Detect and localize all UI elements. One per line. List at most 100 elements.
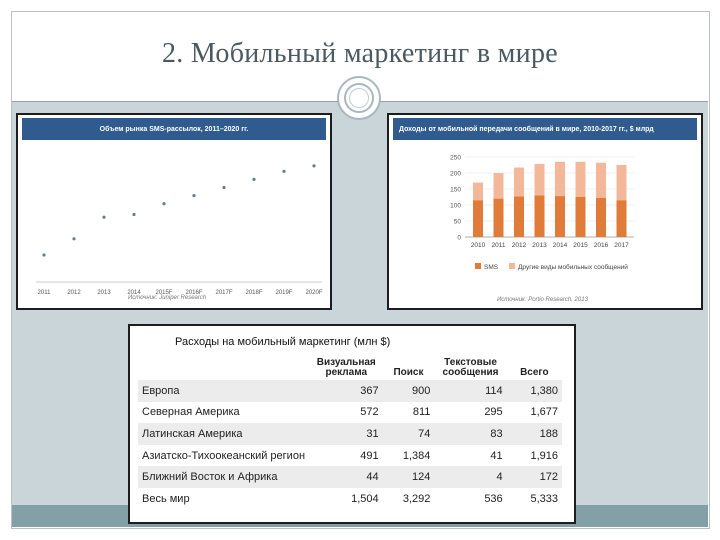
- x-tick-label: 2020F: [305, 290, 322, 296]
- region-cell: Азиатско-Тихоокеанский регион: [142, 449, 306, 462]
- other-messages-bar: [575, 161, 586, 197]
- data-point: [162, 202, 166, 206]
- revenue-chart-source: Источник: Portio Research, 2013: [497, 297, 588, 303]
- x-tick-label: 2010: [471, 242, 486, 249]
- x-tick-label: 2019F: [275, 290, 292, 296]
- value-cell: 295: [484, 406, 503, 419]
- data-point: [192, 194, 196, 198]
- value-cell: 41: [490, 449, 503, 462]
- value-cell: 1,677: [530, 406, 558, 419]
- region-cell: Северная Америка: [142, 406, 240, 419]
- sms-market-chart-panel: Объем рынка SMS-рассылок, 2011–2020 гг. …: [16, 113, 332, 310]
- ornament-inner-ring: [344, 83, 374, 113]
- y-tick-label: 50: [454, 219, 462, 226]
- messaging-revenue-chart-panel: Доходы от мобильной передачи сообщений в…: [387, 113, 703, 310]
- sms-bar: [514, 196, 524, 237]
- x-tick-label: 2011: [492, 242, 506, 249]
- y-tick-label: 100: [450, 203, 461, 210]
- data-point: [42, 253, 46, 257]
- sms-bar: [473, 200, 483, 237]
- circle-ornament-icon: [337, 76, 381, 120]
- region-cell: Весь мир: [142, 492, 190, 505]
- sms-chart-header: Объем рынка SMS-рассылок, 2011–2020 гг.: [22, 118, 326, 140]
- value-cell: 44: [309, 466, 383, 488]
- legend-swatch-sms: [475, 263, 481, 269]
- table-header-row: Визуальная реклама Поиск Текстовые сообщ…: [138, 356, 562, 380]
- y-tick-label: 0: [457, 235, 461, 242]
- sms-bar: [616, 200, 627, 237]
- data-point: [222, 185, 226, 190]
- x-tick-label: 2012: [512, 242, 527, 249]
- x-tick-label: 2013: [97, 290, 111, 296]
- table-title: Расходы на мобильный маркетинг (млн $): [175, 336, 391, 348]
- column-header-total: Всего: [520, 367, 549, 378]
- y-tick-label: 200: [450, 171, 461, 178]
- legend-label-sms: SMS: [484, 264, 499, 271]
- table-row: Ближний Восток и Африка 44 124 4 172: [138, 466, 562, 488]
- sms-chart-source: Источник: Juniper Research: [128, 295, 207, 301]
- column-header-sms: Текстовые сообщения: [442, 357, 499, 378]
- value-cell: 811: [412, 406, 431, 419]
- x-tick-label: 2015: [573, 242, 588, 249]
- value-cell: 74: [382, 423, 435, 445]
- value-cell: 3,292: [402, 492, 431, 505]
- x-tick-label: 2013: [532, 242, 547, 249]
- table-row: Латинская Америка 31 74 83 188: [138, 423, 562, 445]
- value-cell: 5,333: [530, 492, 558, 505]
- value-cell: 491: [360, 449, 379, 462]
- legend-swatch-other: [509, 263, 515, 269]
- value-cell: 1,384: [402, 449, 431, 462]
- ornament-core-ring: [349, 88, 369, 108]
- x-tick-label: 2015F: [155, 290, 172, 296]
- other-messages-bar: [555, 161, 565, 197]
- table-row: Азиатско-Тихоокеанский регион 491 1,384 41 1…: [138, 445, 562, 467]
- other-messages-bar: [473, 182, 483, 201]
- y-tick-label: 150: [450, 187, 461, 194]
- sms-bar: [534, 195, 545, 237]
- x-tick-label: 2017F: [215, 290, 232, 296]
- sms-bar: [555, 196, 565, 237]
- region-cell: Ближний Восток и Африка: [138, 466, 310, 488]
- value-cell: 31: [309, 423, 383, 445]
- column-header-display: Визуальная реклама: [316, 357, 376, 378]
- x-tick-label: 2018F: [245, 290, 262, 296]
- sms-bar: [596, 197, 606, 237]
- slide-title: 2. Мобильный маркетинг в мире: [162, 38, 558, 69]
- value-cell: 367: [309, 380, 383, 402]
- x-tick-label: 2016F: [185, 290, 202, 296]
- value-cell: 1,380: [506, 380, 562, 402]
- legend-label-other: Другие виды мобильных сообщений: [518, 263, 628, 271]
- x-tick-label: 2016: [594, 242, 609, 249]
- value-cell: 572: [360, 406, 379, 419]
- other-messages-bar: [616, 165, 627, 201]
- sms-bar: [493, 198, 504, 237]
- other-messages-bar: [534, 164, 545, 196]
- value-cell: 124: [382, 466, 435, 488]
- data-point: [312, 164, 316, 168]
- value-cell: 1,916: [530, 449, 558, 462]
- other-messages-bar: [493, 173, 504, 199]
- value-cell: 172: [506, 466, 562, 488]
- region-cell: Латинская Америка: [138, 423, 310, 445]
- x-tick-label: 2014: [127, 290, 141, 296]
- spend-table: Визуальная реклама Поиск Текстовые сообщ…: [138, 356, 562, 510]
- mobile-marketing-spend-panel: Расходы на мобильный маркетинг (млн $) В…: [128, 324, 576, 524]
- data-point: [132, 212, 136, 217]
- region-cell: Европа: [138, 380, 310, 402]
- other-messages-bar: [596, 162, 606, 198]
- column-header-search: Поиск: [393, 367, 424, 378]
- table-row: Северная Америка 572 811 295 1,677: [138, 402, 562, 424]
- data-point: [282, 169, 286, 173]
- data-point: [102, 215, 106, 219]
- value-cell: 114: [434, 380, 507, 402]
- other-messages-bar: [514, 167, 524, 197]
- x-tick-label: 2017: [614, 242, 629, 249]
- value-cell: 4: [434, 466, 507, 488]
- revenue-chart-svg: 250 200 150 100 50 0 2010 2011 2012 2013 2014 2015 2…: [450, 155, 634, 271]
- x-tick-label: 2011: [38, 290, 52, 296]
- y-tick-label: 250: [450, 155, 461, 162]
- sms-bar: [575, 197, 586, 237]
- sms-chart-svg: 2011 2012 2013 2014 2015F 2016F 2017F 2018F 2019…: [36, 164, 323, 296]
- data-point: [72, 237, 76, 241]
- value-cell: 83: [434, 423, 507, 445]
